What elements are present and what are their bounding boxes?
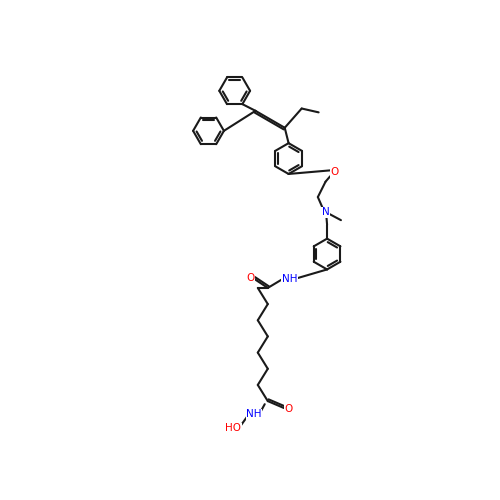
Text: NH: NH <box>246 409 262 419</box>
Text: O: O <box>246 273 254 283</box>
Text: O: O <box>284 404 292 414</box>
Text: HO: HO <box>225 423 241 433</box>
Text: NH: NH <box>282 274 297 283</box>
Text: N: N <box>322 208 330 218</box>
Text: O: O <box>330 168 339 177</box>
